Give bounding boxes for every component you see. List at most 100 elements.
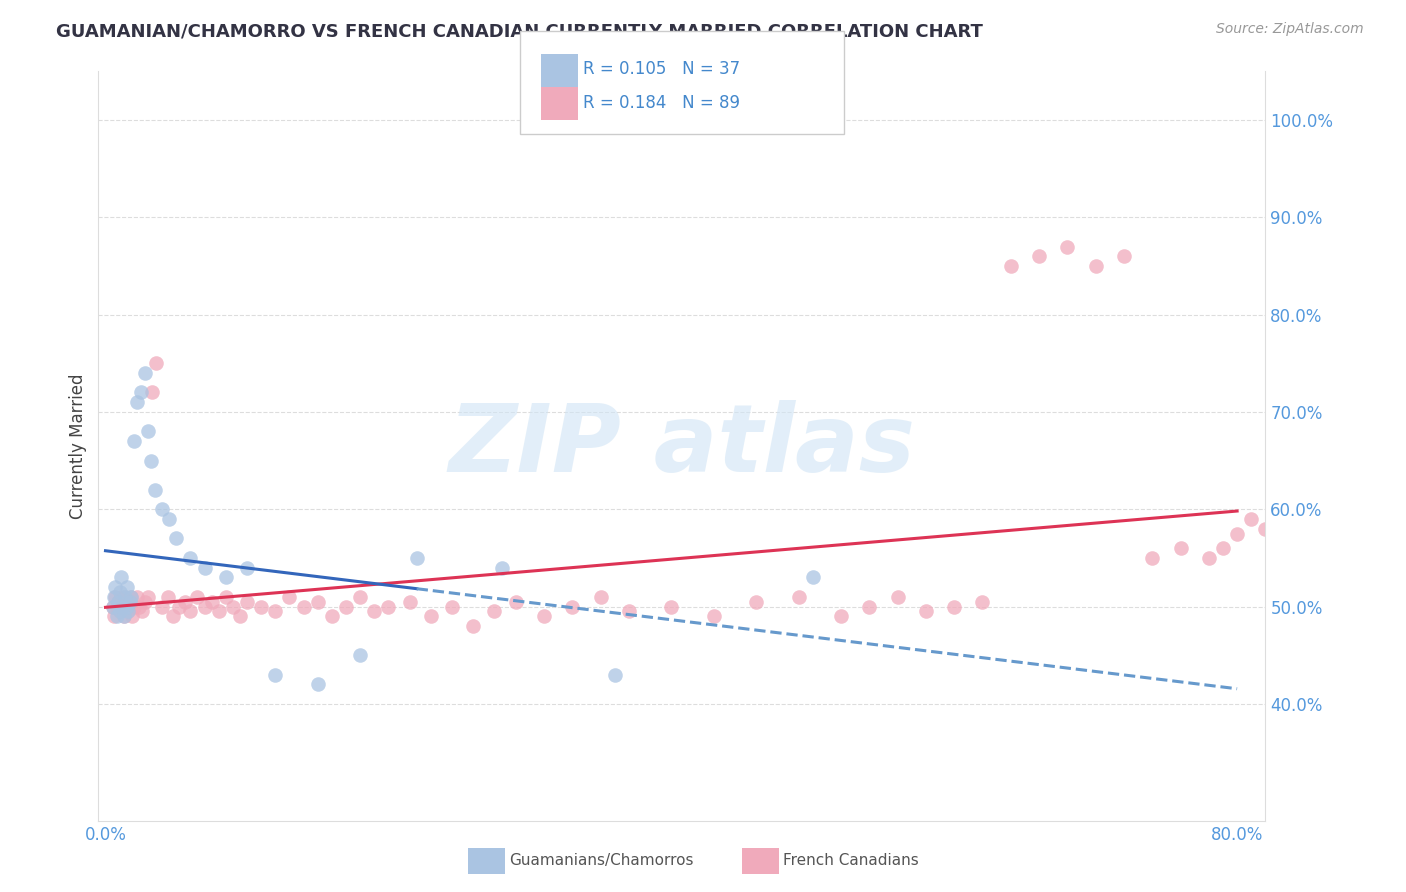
Point [117, 604, 139, 618]
Point [179, 550, 201, 565]
Point [335, 599, 357, 614]
Point [441, 599, 464, 614]
Point [278, 590, 301, 604]
Point [617, 604, 640, 618]
Point [105, 609, 128, 624]
Point [122, 599, 145, 614]
Text: R = 0.105   N = 37: R = 0.105 N = 37 [583, 60, 741, 78]
Text: Guamanians/Chamorros: Guamanians/Chamorros [509, 854, 693, 868]
Point [104, 590, 127, 604]
Point [141, 385, 163, 400]
Point [307, 677, 329, 691]
Point [484, 604, 506, 618]
Point [222, 599, 245, 614]
Point [104, 580, 127, 594]
Point [703, 609, 725, 624]
Point [307, 595, 329, 609]
Point [114, 590, 136, 604]
Point [215, 570, 238, 584]
Point [943, 599, 966, 614]
Point [1170, 541, 1192, 556]
Point [236, 560, 259, 574]
Point [1324, 764, 1347, 779]
Point [179, 604, 201, 618]
Point [264, 604, 287, 618]
Point [491, 560, 513, 574]
Point [125, 590, 148, 604]
Point [561, 599, 583, 614]
Point [162, 609, 184, 624]
Point [112, 609, 135, 624]
Point [101, 599, 124, 614]
Point [118, 595, 141, 609]
Point [103, 609, 125, 624]
Point [1240, 512, 1263, 526]
Point [165, 532, 187, 546]
Point [114, 590, 136, 604]
Point [405, 550, 427, 565]
Point [1268, 512, 1291, 526]
Point [1339, 522, 1361, 536]
Point [115, 580, 138, 594]
Point [110, 570, 132, 584]
Point [129, 385, 152, 400]
Point [801, 570, 824, 584]
Text: Source: ZipAtlas.com: Source: ZipAtlas.com [1216, 22, 1364, 37]
Point [787, 590, 810, 604]
Point [134, 366, 156, 380]
Text: GUAMANIAN/CHAMORRO VS FRENCH CANADIAN CURRENTLY MARRIED CORRELATION CHART: GUAMANIAN/CHAMORRO VS FRENCH CANADIAN CU… [56, 22, 983, 40]
Point [120, 590, 142, 604]
Point [1084, 259, 1107, 273]
Point [505, 595, 527, 609]
Point [111, 599, 134, 614]
Point [193, 599, 215, 614]
Point [603, 667, 626, 681]
Point [125, 395, 148, 409]
Point [143, 483, 166, 497]
Point [349, 590, 371, 604]
Point [1226, 526, 1249, 541]
Point [1212, 541, 1234, 556]
Point [108, 604, 131, 618]
Point [103, 590, 125, 604]
Point [1310, 512, 1333, 526]
Point [122, 434, 145, 449]
Text: R = 0.184   N = 89: R = 0.184 N = 89 [583, 94, 741, 112]
Point [830, 609, 852, 624]
Point [1112, 249, 1135, 263]
Point [167, 599, 190, 614]
Point [659, 599, 682, 614]
Point [134, 595, 156, 609]
Point [1254, 522, 1277, 536]
Point [1360, 507, 1382, 521]
Point [136, 425, 159, 439]
Point [377, 599, 399, 614]
Point [150, 502, 173, 516]
Point [236, 595, 259, 609]
Point [463, 619, 485, 633]
Point [131, 604, 153, 618]
Point [139, 453, 162, 467]
Point [173, 595, 195, 609]
Point [1382, 502, 1405, 516]
Point [200, 595, 222, 609]
Point [229, 609, 252, 624]
Point [136, 590, 159, 604]
Point [145, 356, 167, 370]
Point [115, 599, 138, 614]
Text: French Canadians: French Canadians [783, 854, 920, 868]
Y-axis label: Currently Married: Currently Married [69, 373, 87, 519]
Point [419, 609, 441, 624]
Point [321, 609, 343, 624]
Point [108, 585, 131, 599]
Point [1056, 239, 1078, 253]
Point [108, 604, 131, 618]
Point [1000, 259, 1022, 273]
Point [101, 599, 124, 614]
Point [886, 590, 908, 604]
Point [193, 560, 215, 574]
Point [1282, 502, 1305, 516]
Point [107, 595, 129, 609]
Point [215, 590, 238, 604]
Point [533, 609, 555, 624]
